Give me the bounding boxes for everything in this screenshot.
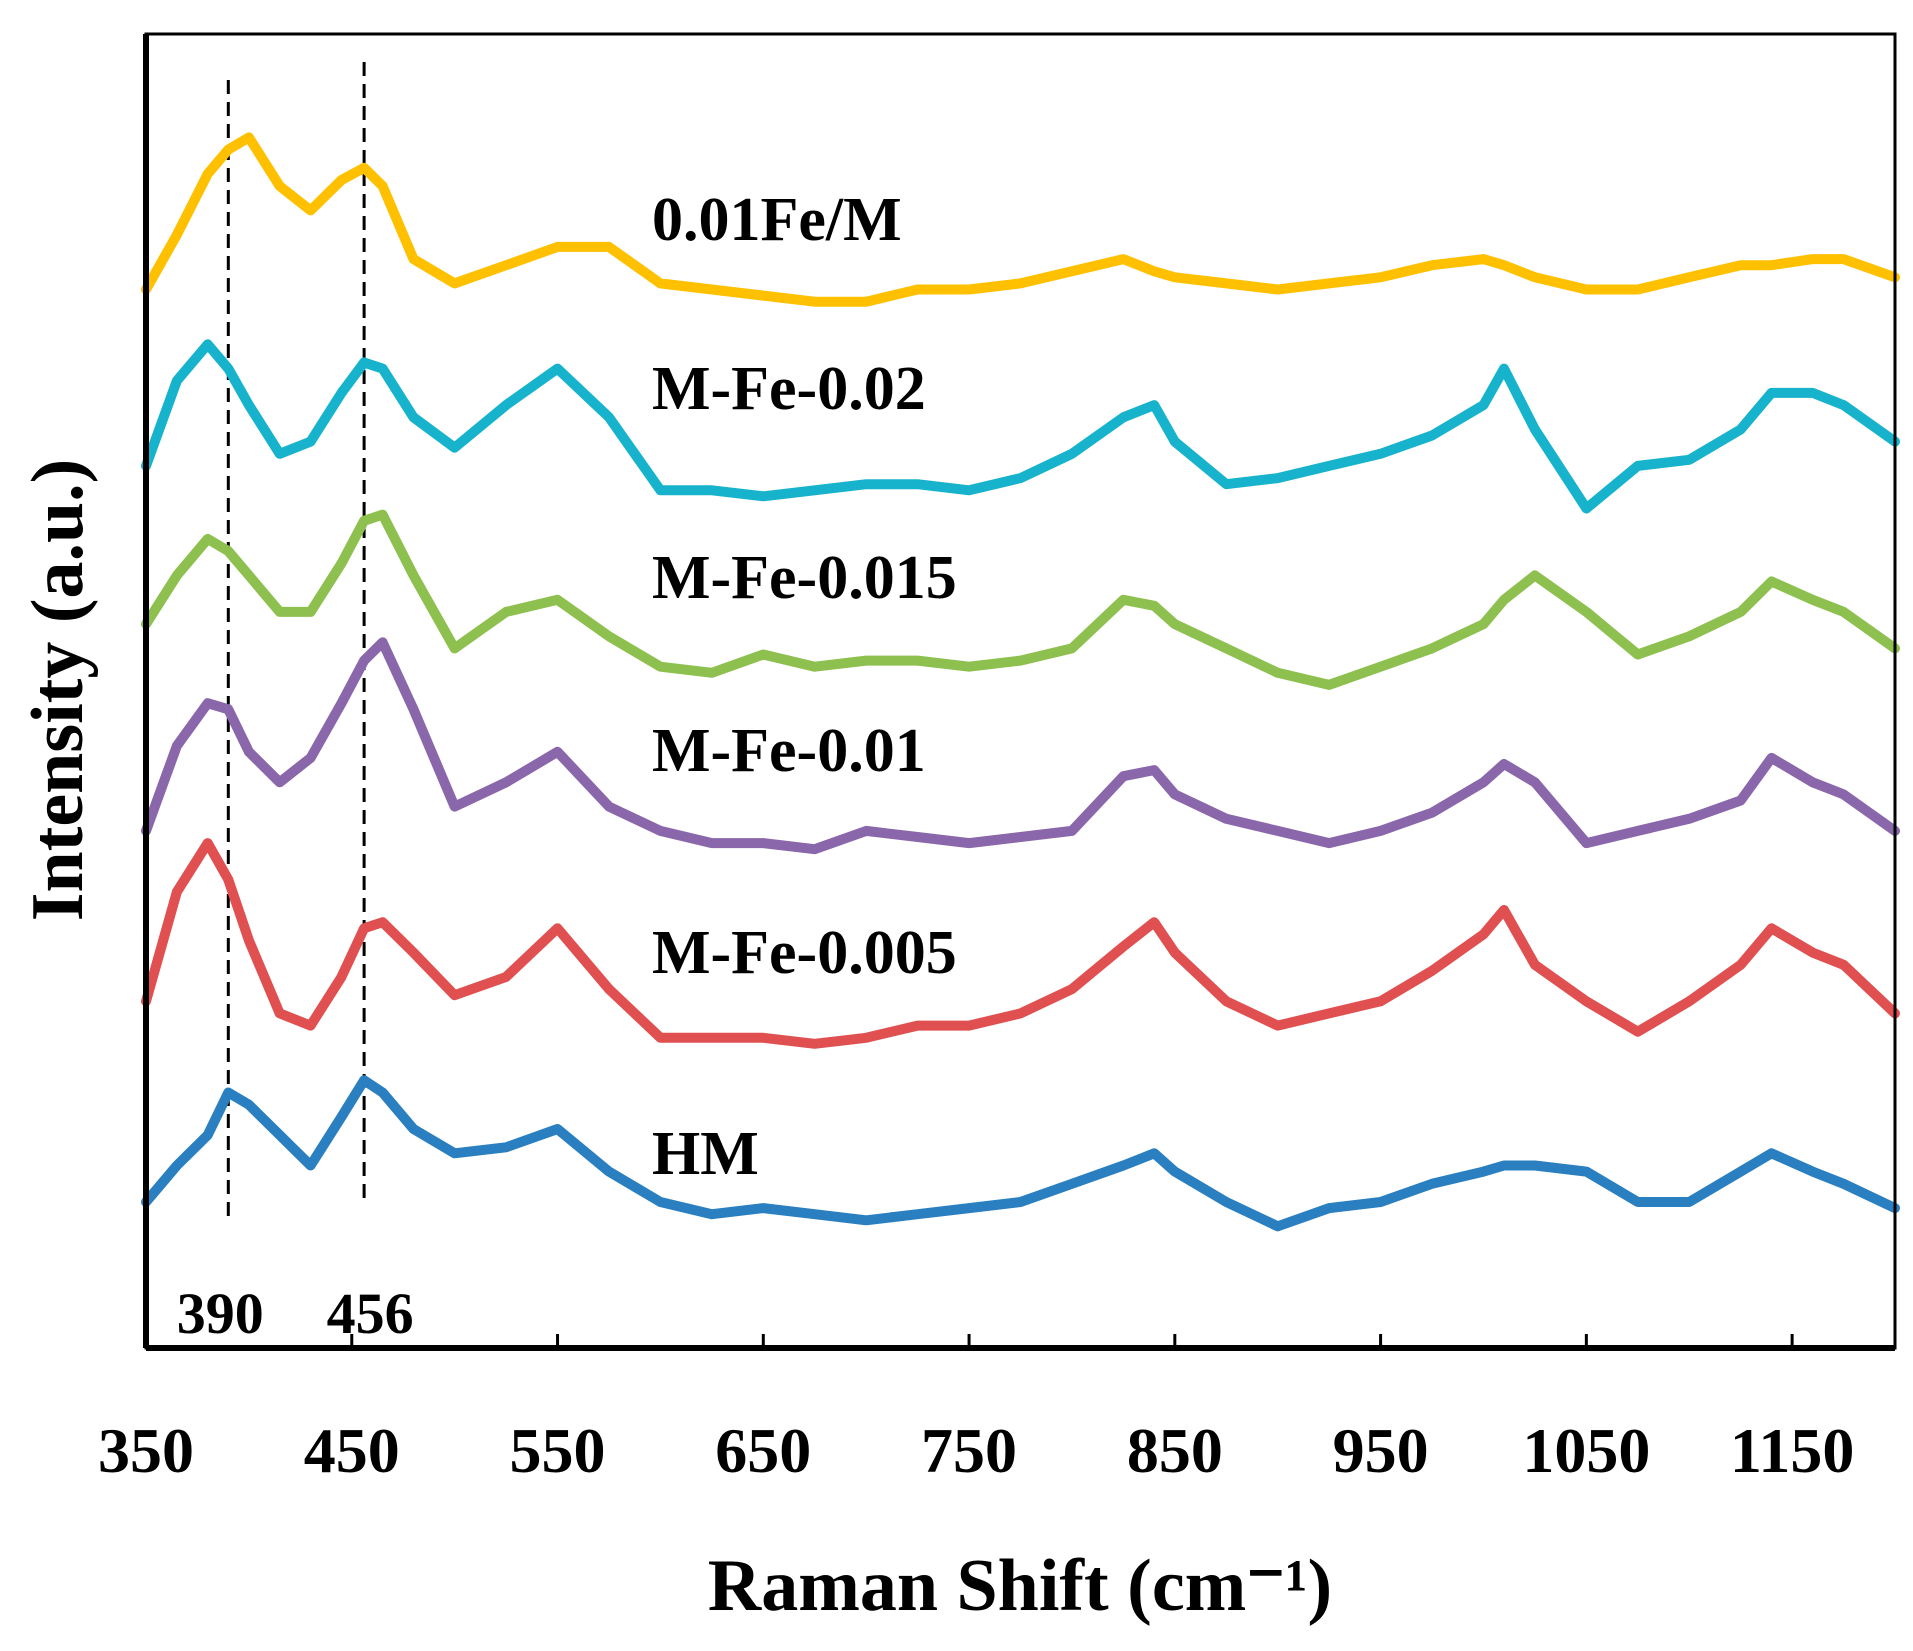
series-line [141, 509, 1900, 690]
series-line [141, 1075, 1900, 1232]
reference-label: 390 [177, 1281, 264, 1346]
series-line [141, 132, 1900, 307]
series-label: HM [652, 1120, 759, 1188]
series-line [141, 339, 1900, 514]
x-tick-label: 450 [304, 1415, 400, 1486]
x-tick-label: 750 [921, 1415, 1017, 1486]
x-axis-title: Raman Shift (cm⁻¹) [708, 1545, 1332, 1627]
x-tick-label: 1150 [1730, 1415, 1854, 1486]
series-label: M-Fe-0.02 [652, 355, 926, 423]
x-tick-label: 950 [1333, 1415, 1429, 1486]
x-tick-label: 550 [510, 1415, 606, 1486]
series-label: 0.01Fe/M [652, 186, 902, 254]
series-label: M-Fe-0.005 [652, 919, 957, 987]
x-tick-label: 350 [98, 1415, 194, 1486]
series-label: M-Fe-0.015 [652, 544, 957, 612]
series-line [141, 637, 1900, 855]
x-tick-label: 650 [715, 1415, 811, 1486]
reference-label: 456 [327, 1281, 414, 1346]
x-tick-label: 850 [1127, 1415, 1223, 1486]
x-tick-label: 1050 [1522, 1415, 1650, 1486]
series-label: M-Fe-0.01 [652, 717, 926, 785]
y-axis-title: Intensity (a.u.) [17, 459, 99, 922]
series-line [141, 838, 1900, 1049]
